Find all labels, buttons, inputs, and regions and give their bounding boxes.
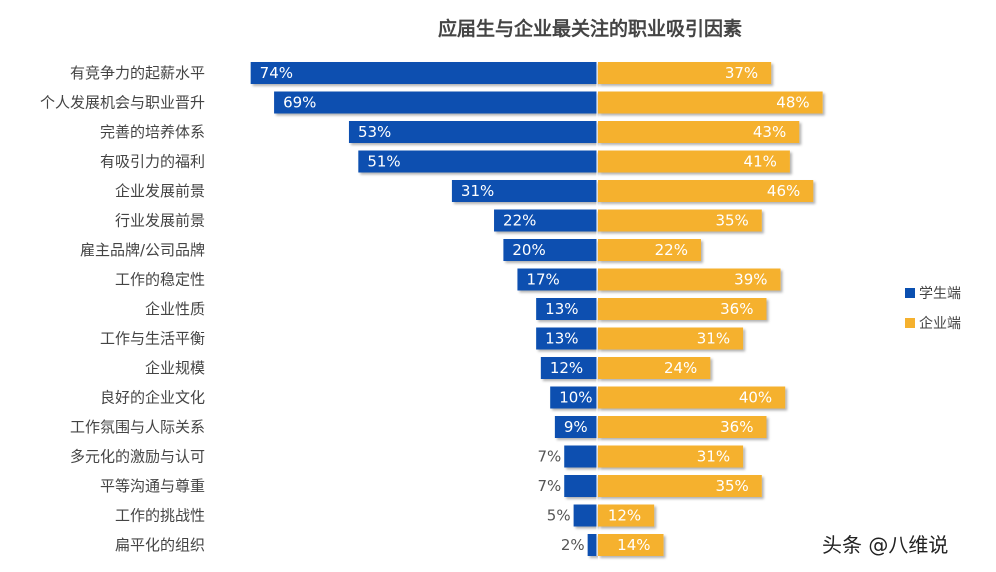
value-label-company: 31%: [697, 448, 730, 466]
value-label-company: 31%: [697, 330, 730, 348]
value-label-student: 2%: [561, 536, 585, 554]
bar-company: [598, 416, 767, 438]
category-label: 工作氛围与人际关系: [70, 418, 205, 436]
bar-student: [587, 534, 597, 556]
category-label: 企业发展前景: [115, 182, 205, 200]
value-label-company: 36%: [720, 300, 753, 318]
value-label-company: 14%: [617, 536, 650, 554]
bar-student: [536, 298, 597, 320]
bar-company: [598, 62, 772, 84]
value-label-student: 10%: [559, 389, 592, 407]
value-label-company: 37%: [725, 64, 758, 82]
legend-label-student: 学生端: [919, 286, 961, 302]
bar-company: [598, 121, 800, 143]
category-label: 有吸引力的福利: [100, 153, 205, 171]
category-label: 完善的培养体系: [100, 123, 205, 141]
bar-company: [598, 268, 781, 291]
category-label: 企业性质: [145, 300, 205, 318]
chart-title: 应届生与企业最关注的职业吸引因素: [438, 17, 742, 40]
bar-student: [451, 180, 597, 202]
bar-company: [598, 357, 711, 379]
bar-company: [598, 327, 744, 350]
bar-student: [358, 150, 597, 173]
value-label-student: 20%: [512, 241, 545, 259]
bar-student: [503, 239, 597, 261]
category-label: 工作的挑战性: [115, 507, 205, 525]
value-label-company: 46%: [767, 182, 800, 200]
category-label: 雇主品牌/公司品牌: [80, 241, 205, 259]
bar-student: [564, 475, 597, 497]
bar-student: [554, 416, 597, 438]
value-label-student: 9%: [564, 418, 588, 436]
bar-student: [573, 504, 597, 527]
legend: 学生端 企业端: [905, 286, 961, 332]
category-label: 工作与生活平衡: [100, 330, 205, 348]
category-label: 企业规模: [145, 359, 205, 377]
value-label-company: 12%: [608, 507, 641, 525]
value-label-student: 13%: [545, 330, 578, 348]
value-label-student: 53%: [358, 123, 391, 141]
bar-company: [598, 534, 664, 556]
bar-student: [250, 62, 597, 84]
value-label-student: 12%: [550, 359, 583, 377]
category-label: 有竞争力的起薪水平: [70, 64, 205, 82]
value-label-student: 5%: [547, 507, 571, 525]
bar-student: [564, 445, 597, 468]
bar-company: [598, 298, 767, 320]
bar-student: [348, 121, 597, 143]
category-label: 平等沟通与尊重: [100, 477, 205, 495]
value-label-student: 51%: [367, 153, 400, 171]
value-label-student: 22%: [503, 212, 536, 230]
bar-company: [598, 180, 814, 202]
bar-company: [598, 239, 701, 261]
category-label: 良好的企业文化: [100, 389, 205, 407]
watermark: 头条 @八维说: [822, 533, 948, 557]
value-label-student: 7%: [537, 477, 561, 495]
category-label: 扁平化的组织: [115, 536, 205, 554]
bar-student: [550, 386, 597, 409]
value-label-student: 69%: [283, 94, 316, 112]
bar-company: [598, 209, 762, 232]
value-label-student: 74%: [260, 64, 293, 82]
value-label-student: 7%: [537, 448, 561, 466]
bar-company: [598, 150, 790, 173]
bar-company: [598, 386, 786, 409]
value-label-company: 40%: [739, 389, 772, 407]
value-label-student: 17%: [526, 271, 559, 289]
value-label-company: 22%: [655, 241, 688, 259]
bar-company: [598, 91, 823, 114]
value-label-company: 41%: [744, 153, 777, 171]
bar-student: [274, 91, 597, 114]
bar-student: [494, 209, 597, 232]
value-label-company: 43%: [753, 123, 786, 141]
value-label-company: 35%: [715, 212, 748, 230]
bar-student: [517, 268, 597, 291]
value-label-company: 24%: [664, 359, 697, 377]
value-label-company: 48%: [776, 94, 809, 112]
bar-company: [598, 475, 762, 497]
category-label: 行业发展前景: [115, 212, 205, 230]
category-label: 个人发展机会与职业晋升: [40, 94, 205, 112]
legend-swatch-student: [905, 288, 915, 298]
bar-company: [598, 504, 655, 527]
bar-student: [536, 327, 597, 350]
value-label-company: 35%: [715, 477, 748, 495]
category-label: 工作的稳定性: [115, 271, 205, 289]
value-label-company: 36%: [720, 418, 753, 436]
value-label-student: 13%: [545, 300, 578, 318]
category-label: 多元化的激励与认可: [70, 448, 205, 466]
legend-label-company: 企业端: [919, 315, 961, 332]
value-label-company: 39%: [734, 271, 767, 289]
bar-student: [540, 357, 597, 379]
legend-swatch-company: [905, 318, 915, 328]
bar-company: [598, 445, 744, 468]
value-label-student: 31%: [461, 182, 494, 200]
